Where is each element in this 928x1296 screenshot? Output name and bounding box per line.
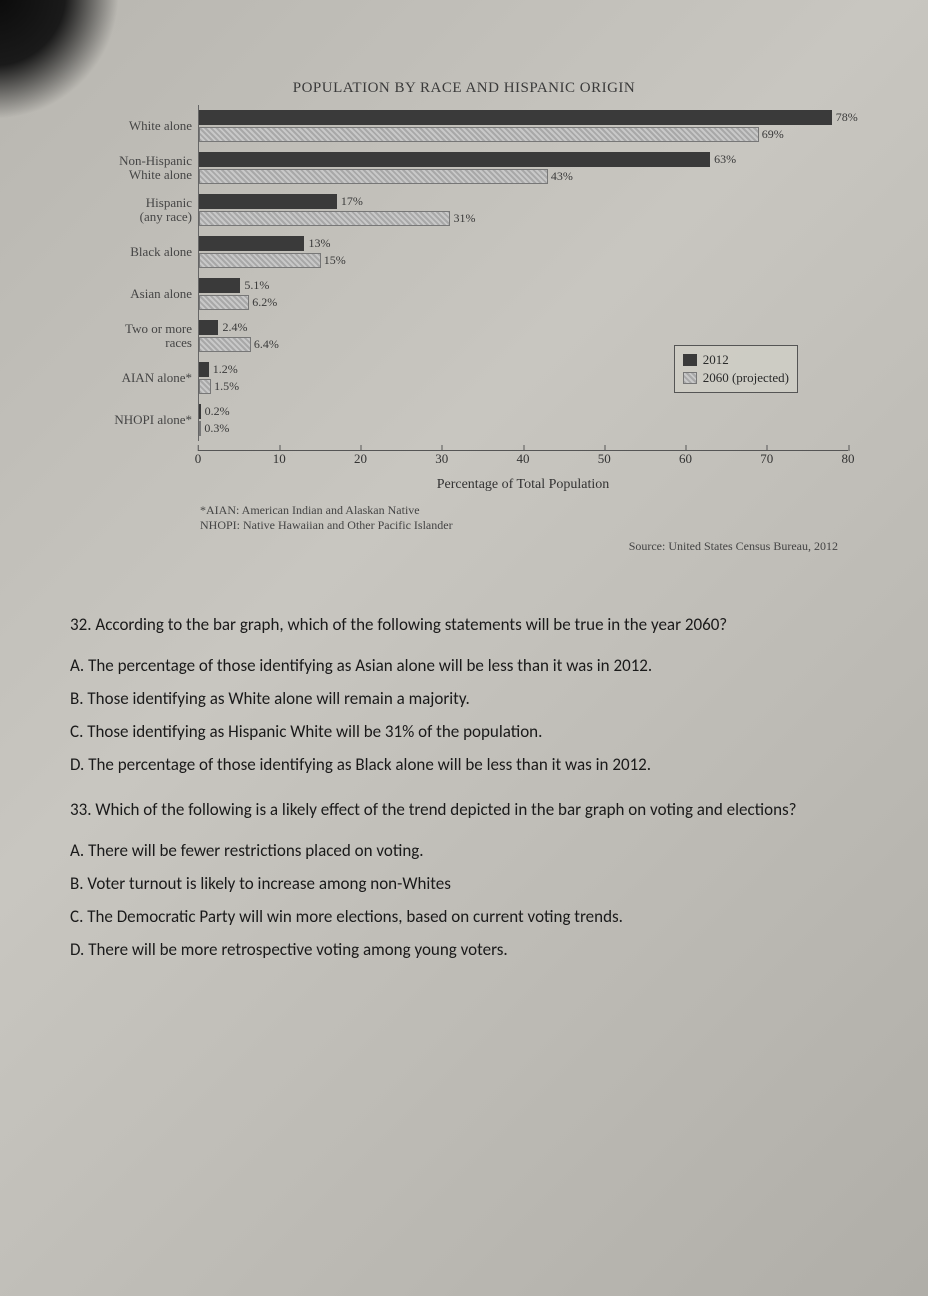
bar-value-2060: 6.2% <box>248 295 277 310</box>
bars-cell: 0.2% 0.3% <box>198 399 848 441</box>
x-tick: 0 <box>195 451 202 467</box>
question-option: D. The percentage of those identifying a… <box>70 754 858 775</box>
bar-2060: 31% <box>199 211 450 226</box>
bars-cell: 13% 15% <box>198 231 848 273</box>
chart-row: White alone78% 69% <box>80 105 848 147</box>
bar-2060: 1.5% <box>199 379 211 394</box>
bar-2060: 43% <box>199 169 548 184</box>
bars-cell: 1.2%1.5% <box>198 357 848 399</box>
question-option: A. There will be fewer restrictions plac… <box>70 840 858 861</box>
chart-row: AIAN alone*1.2%1.5% <box>80 357 848 399</box>
chart-row: Asian alone5.1%6.2% <box>80 273 848 315</box>
x-axis-ticks: 01020304050607080 <box>198 451 848 473</box>
bar-value-2060: 15% <box>320 253 346 268</box>
chart-row: NHOPI alone*0.2% 0.3% <box>80 399 848 441</box>
bar-2060: 15% <box>199 253 321 268</box>
bar-value-2012: 63% <box>710 152 736 167</box>
chart-row: Black alone13%15% <box>80 231 848 273</box>
category-label: Two or moreraces <box>80 315 198 357</box>
photo-corner-shadow <box>0 0 120 120</box>
bar-2012: 78% <box>199 110 832 125</box>
x-tick: 60 <box>679 451 692 467</box>
bar-2012: 0.2% <box>199 404 201 419</box>
bar-value-2012: 13% <box>304 236 330 251</box>
bars-cell: 5.1% 6.2% <box>198 273 848 315</box>
footnote-nhopi: NHOPI: Native Hawaiian and Other Pacific… <box>200 518 868 533</box>
category-label: Non-HispanicWhite alone <box>80 147 198 189</box>
bar-2012: 5.1% <box>199 278 240 293</box>
bar-value-2060: 0.3% <box>200 421 229 436</box>
bars-cell: 17% 31% <box>198 189 848 231</box>
category-label: Asian alone <box>80 273 198 315</box>
bar-2012: 1.2% <box>199 362 209 377</box>
bar-value-2060: 1.5% <box>210 379 239 394</box>
chart-source: Source: United States Census Bureau, 201… <box>60 539 838 554</box>
bar-2012: 13% <box>199 236 304 251</box>
category-label: Black alone <box>80 231 198 273</box>
question-option: C. Those identifying as Hispanic White w… <box>70 721 858 742</box>
footnote-aian: *AIAN: American Indian and Alaskan Nativ… <box>200 503 868 518</box>
bar-value-2060: 43% <box>547 169 573 184</box>
bar-value-2012: 78% <box>832 110 858 125</box>
bar-value-2012: 2.4% <box>218 320 247 335</box>
bar-value-2060: 6.4% <box>250 337 279 352</box>
x-tick: 20 <box>354 451 367 467</box>
x-tick: 70 <box>760 451 773 467</box>
bar-value-2012: 17% <box>337 194 363 209</box>
bar-value-2012: 5.1% <box>240 278 269 293</box>
questions-block: 32. According to the bar graph, which of… <box>60 614 868 960</box>
bar-2012: 63% <box>199 152 710 167</box>
x-tick: 50 <box>598 451 611 467</box>
bar-value-2012: 0.2% <box>201 404 230 419</box>
bars-cell: 78% 69% <box>198 105 848 147</box>
x-tick: 40 <box>517 451 530 467</box>
bar-value-2060: 31% <box>449 211 475 226</box>
x-axis-label: Percentage of Total Population <box>198 477 848 493</box>
question-stem: 32. According to the bar graph, which of… <box>70 614 858 637</box>
chart-row: Hispanic(any race)17%31% <box>80 189 848 231</box>
chart-row: Two or moreraces2.4%6.4% <box>80 315 848 357</box>
bars-cell: 2.4%6.4% <box>198 315 848 357</box>
bar-2060: 69% <box>199 127 759 142</box>
chart-title: POPULATION BY RACE AND HISPANIC ORIGIN <box>60 80 868 97</box>
question-option: B. Those identifying as White alone will… <box>70 688 858 709</box>
category-label: Hispanic(any race) <box>80 189 198 231</box>
x-tick: 10 <box>273 451 286 467</box>
category-label: AIAN alone* <box>80 357 198 399</box>
bar-value-2060: 69% <box>758 127 784 142</box>
x-tick: 80 <box>842 451 855 467</box>
bars-cell: 63% 43% <box>198 147 848 189</box>
page: POPULATION BY RACE AND HISPANIC ORIGIN 0… <box>0 0 928 1012</box>
question-stem: 33. Which of the following is a likely e… <box>70 799 858 822</box>
bar-2012: 17% <box>199 194 337 209</box>
category-label: White alone <box>80 105 198 147</box>
chart-row: Non-HispanicWhite alone63%43% <box>80 147 848 189</box>
question-option: D. There will be more retrospective voti… <box>70 939 858 960</box>
bar-2060: 6.2% <box>199 295 249 310</box>
x-tick: 30 <box>435 451 448 467</box>
bar-2060: 6.4% <box>199 337 251 352</box>
bar-value-2012: 1.2% <box>209 362 238 377</box>
question-option: C. The Democratic Party will win more el… <box>70 906 858 927</box>
chart-footnotes: *AIAN: American Indian and Alaskan Nativ… <box>200 503 868 533</box>
category-label: NHOPI alone* <box>80 399 198 441</box>
bar-chart: 01020304050607080 Percentage of Total Po… <box>80 105 848 451</box>
question-option: A. The percentage of those identifying a… <box>70 655 858 676</box>
question-option: B. Voter turnout is likely to increase a… <box>70 873 858 894</box>
bar-2060: 0.3% <box>199 421 201 436</box>
bar-2012: 2.4% <box>199 320 218 335</box>
